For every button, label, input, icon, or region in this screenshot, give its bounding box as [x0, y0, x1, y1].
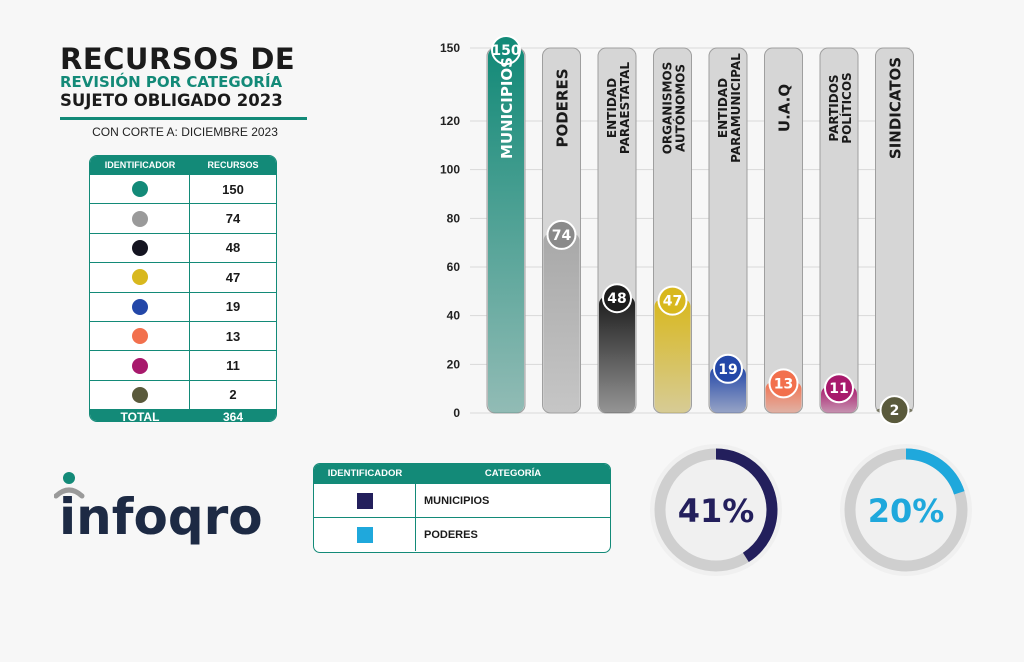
value-bubble [824, 373, 854, 404]
legend-label: MUNICIPIOS [424, 494, 490, 507]
legend-header-identificador: IDENTIFICADOR [327, 468, 403, 479]
table-row: 47 [90, 262, 276, 292]
data-label: 2 [890, 403, 900, 419]
header-recursos: RECURSOS [207, 160, 259, 170]
title-underline [60, 117, 307, 120]
y-tick-label: 0 [453, 406, 460, 420]
ring-backdrop [840, 444, 972, 576]
value-bubble [879, 395, 910, 426]
value-bubble [546, 219, 577, 250]
table-row: 74 [90, 203, 276, 233]
data-label: 150 [491, 43, 520, 59]
category-label: ORGANISMOSAUTÓNOMOS [661, 62, 688, 155]
table-row: 48 [90, 232, 276, 263]
title-block: RECURSOS DE REVISIÓN POR CATEGORÍA SUJET… [60, 44, 310, 110]
y-tick-label: 100 [440, 163, 460, 177]
title-line-3: SUJETO OBLIGADO 2023 [60, 91, 283, 110]
legend-row: PODERES [314, 517, 610, 551]
total-value: 364 [222, 410, 244, 422]
resources-table: IDENTIFICADOR RECURSOS 150 74 48 47 19 1… [89, 155, 277, 422]
title-line-1: RECURSOS DE [60, 42, 296, 76]
y-tick-label: 40 [447, 309, 461, 323]
data-label: 74 [552, 228, 572, 244]
table-row: 2 [90, 379, 276, 410]
value-bubble [768, 368, 799, 399]
legend-header-categoria: CATEGORÍA [484, 468, 542, 479]
legend-label: PODERES [424, 528, 478, 541]
infoqro-logo: infoqro [54, 472, 263, 546]
table-cell-value: 2 [229, 387, 237, 403]
color-dot [131, 328, 148, 345]
color-dot [131, 269, 148, 286]
percent-ring-municipios: 41% [650, 444, 782, 576]
color-dot [131, 181, 148, 198]
legend-header: IDENTIFICADOR CATEGORÍA [314, 464, 610, 483]
table-cell-value: 74 [225, 211, 241, 227]
category-label: ENTIDADPARAESTATAL [605, 62, 632, 154]
bar [543, 232, 580, 413]
table-row: 11 [90, 350, 276, 380]
color-dot [131, 298, 148, 315]
value-bubble [657, 285, 688, 316]
category-label: PODERES [554, 68, 572, 147]
color-dot [131, 239, 148, 256]
data-label: 48 [607, 291, 626, 307]
table-row: 13 [90, 320, 276, 351]
ring-progress [654, 448, 778, 572]
value-bubble [713, 353, 743, 384]
y-tick-label: 120 [440, 114, 460, 128]
data-label: 47 [663, 294, 682, 310]
y-tick-label: 20 [447, 357, 461, 371]
header-identificador: IDENTIFICADOR [104, 160, 176, 170]
title-line-2: REVISIÓN POR CATEGORÍA [60, 73, 283, 91]
color-dot [131, 386, 148, 403]
category-label: ENTIDADPARAMUNICIPAL [716, 53, 743, 163]
color-dot [131, 210, 148, 227]
category-label: MUNICIPIOS [498, 57, 516, 159]
logo-head-icon [63, 472, 75, 484]
value-bubble [602, 283, 632, 314]
percent-ring-poderes: 20% [840, 444, 972, 576]
legend-row: MUNICIPIOS [314, 483, 610, 517]
logo-text: infoqro [59, 488, 263, 546]
ring-percent-label: 20% [868, 492, 945, 530]
total-label: TOTAL [120, 410, 160, 422]
cutoff-date: CON CORTE A: DICIEMBRE 2023 [92, 125, 278, 139]
y-tick-label: 80 [447, 211, 461, 225]
data-label: 13 [774, 376, 793, 392]
bar [654, 298, 691, 413]
table-cell-value: 11 [226, 358, 240, 374]
legend-swatch [356, 526, 373, 543]
legend-swatch [356, 492, 373, 509]
ring-backdrop [650, 444, 782, 576]
y-tick-label: 60 [447, 260, 461, 274]
category-legend: IDENTIFICADOR CATEGORÍA MUNICIPIOS PODER… [313, 463, 611, 553]
table-cell-value: 13 [225, 328, 241, 344]
category-label: SINDICATOS [887, 57, 905, 159]
ring-progress [844, 448, 968, 572]
data-label: 19 [718, 362, 737, 378]
table-total-row: TOTAL 364 [90, 409, 276, 422]
bar [599, 296, 635, 413]
table-cell-value: 19 [225, 299, 241, 315]
table-cell-value: 48 [225, 240, 241, 256]
table-cell-value: 150 [222, 181, 244, 197]
data-label: 11 [829, 381, 848, 397]
table-header: IDENTIFICADOR RECURSOS [90, 156, 276, 174]
bar [488, 48, 524, 413]
table-cell-value: 47 [225, 269, 241, 285]
category-label: PARTIDOSPOLÍTICOS [827, 72, 854, 143]
logo-arc-icon [54, 487, 85, 499]
table-row: 150 [90, 174, 276, 204]
table-row: 19 [90, 291, 276, 321]
value-bubble [491, 35, 521, 65]
y-tick-label: 150 [440, 41, 460, 55]
category-label: U.A.Q [776, 84, 794, 132]
ring-percent-label: 41% [678, 492, 755, 530]
color-dot [131, 357, 148, 374]
